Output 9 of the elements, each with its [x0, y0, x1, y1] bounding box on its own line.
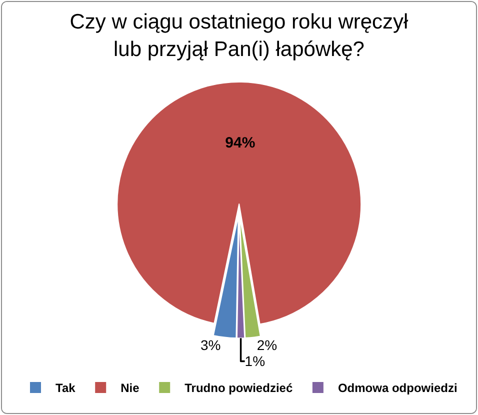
chart-title: Czy w ciągu ostatniego roku wręczył lub przyjął Pan(i) łapówkę?: [70, 10, 409, 62]
data-label: 2%: [256, 337, 278, 354]
legend-label: Odmowa odpowiedzi: [338, 381, 458, 396]
data-label: 3%: [200, 337, 221, 354]
data-label: 94%: [225, 134, 256, 152]
legend-label: Nie: [120, 381, 140, 396]
legend-label: Trudno powiedzieć: [184, 381, 293, 396]
legend-label: Tak: [56, 381, 76, 396]
data-label: 1%: [244, 353, 266, 370]
